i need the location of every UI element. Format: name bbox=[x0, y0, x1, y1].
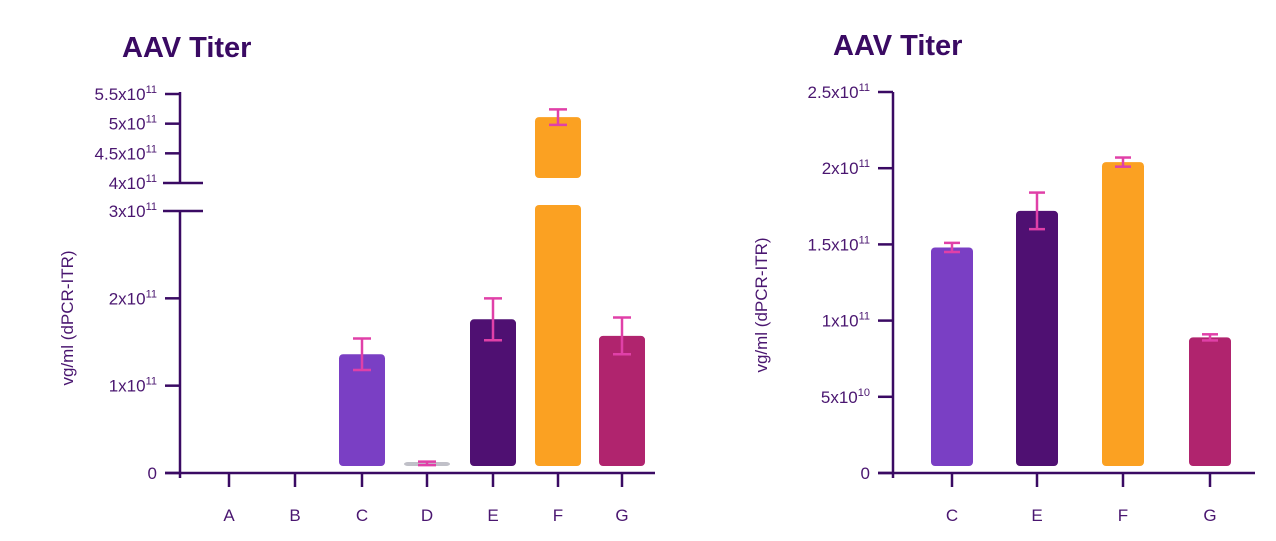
left-x-label-G: G bbox=[615, 506, 628, 525]
left-x-label-E: E bbox=[487, 506, 498, 525]
left-y-tick-label-1-base: 1x10 bbox=[109, 377, 146, 396]
right-y-tick-label-4-exponent: 11 bbox=[859, 158, 870, 170]
left-y-tick-label-6-exponent: 11 bbox=[146, 114, 157, 126]
left-y-tick-label-5: 4.5x1011 bbox=[95, 143, 157, 163]
left-error-bar-G bbox=[613, 316, 631, 356]
right-y-tick-label-3: 1.5x1011 bbox=[808, 234, 870, 254]
left-y-tick-label-6: 5x1011 bbox=[109, 114, 157, 134]
left-y-tick-label-7-exponent: 11 bbox=[146, 84, 157, 96]
right-y-tick-label-5-base: 2.5x10 bbox=[808, 83, 859, 102]
left-error-bar-D bbox=[418, 460, 436, 467]
right-error-bar-F bbox=[1115, 156, 1131, 168]
right-x-label-G: G bbox=[1203, 506, 1216, 525]
right-y-tick-label-1-exponent: 10 bbox=[858, 387, 870, 399]
left-y-tick-label-6-base: 5x10 bbox=[109, 115, 146, 134]
right-y-tick-label-1-base: 5x10 bbox=[821, 388, 858, 407]
left-x-label-D: D bbox=[421, 506, 433, 525]
left-bar-C bbox=[339, 354, 385, 466]
right-y-tick-label-2: 1x1011 bbox=[822, 311, 870, 331]
left-y-tick-label-3: 3x1011 bbox=[109, 201, 157, 221]
left-y-axis-label: vg/ml (dPCR-ITR) bbox=[58, 250, 77, 385]
left-y-tick-label-1: 1x1011 bbox=[109, 376, 157, 396]
right-y-tick-label-4-base: 2x10 bbox=[822, 159, 859, 178]
right-bar-G bbox=[1189, 337, 1231, 466]
left-y-tick-label-0: 0 bbox=[148, 464, 157, 483]
right-bar-E bbox=[1016, 210, 1058, 466]
right-chart: AAV Titer vg/ml (dPCR-ITR) 05x10101x1011… bbox=[752, 30, 1255, 525]
right-y-tick-label-5-exponent: 11 bbox=[859, 82, 870, 94]
left-y-tick-label-2-exponent: 11 bbox=[146, 288, 157, 300]
left-y-tick-label-3-exponent: 11 bbox=[146, 201, 157, 213]
left-y-tick-label-1-exponent: 11 bbox=[146, 376, 157, 388]
right-y-tick-label-1: 5x1010 bbox=[821, 387, 870, 407]
left-bar-E bbox=[470, 319, 516, 466]
left-error-bar-C bbox=[353, 337, 371, 372]
left-y-tick-label-7-base: 5.5x10 bbox=[95, 85, 146, 104]
right-error-bar-G bbox=[1202, 333, 1218, 342]
right-y-tick-label-0: 0 bbox=[861, 464, 870, 483]
left-y-tick-label-7: 5.5x1011 bbox=[95, 84, 157, 104]
left-y-tick-label-5-base: 4.5x10 bbox=[95, 144, 146, 163]
right-y-tick-label-2-base: 1x10 bbox=[822, 312, 859, 331]
right-y-tick-label-3-exponent: 11 bbox=[859, 234, 870, 246]
left-error-bar-F bbox=[549, 108, 567, 127]
left-x-label-C: C bbox=[356, 506, 368, 525]
left-x-label-B: B bbox=[289, 506, 300, 525]
right-chart-title: AAV Titer bbox=[833, 30, 962, 62]
right-error-bar-C bbox=[944, 241, 960, 254]
right-y-tick-label-5: 2.5x1011 bbox=[808, 82, 870, 102]
right-x-label-E: E bbox=[1031, 506, 1042, 525]
right-y-tick-label-2-exponent: 11 bbox=[859, 311, 870, 323]
right-x-label-F: F bbox=[1118, 506, 1128, 525]
right-y-axis-label: vg/ml (dPCR-ITR) bbox=[752, 237, 771, 372]
right-bar-F bbox=[1102, 162, 1144, 466]
left-error-bar-E bbox=[484, 297, 502, 342]
left-bar-F-lower-segment bbox=[535, 205, 581, 466]
right-error-bar-E bbox=[1029, 191, 1045, 231]
right-y-tick-label-3-base: 1.5x10 bbox=[808, 235, 859, 254]
left-y-tick-label-3-base: 3x10 bbox=[109, 202, 146, 221]
right-x-label-C: C bbox=[946, 506, 958, 525]
left-chart-title: AAV Titer bbox=[122, 32, 251, 64]
left-y-tick-label-4: 4x1011 bbox=[109, 173, 157, 193]
left-bar-G bbox=[599, 335, 645, 466]
left-y-tick-label-4-exponent: 11 bbox=[146, 173, 157, 185]
left-x-label-A: A bbox=[223, 506, 235, 525]
right-bar-C bbox=[931, 247, 973, 466]
left-y-tick-label-2: 2x1011 bbox=[109, 288, 157, 308]
left-bar-F-upper-segment bbox=[535, 117, 581, 178]
left-chart: AAV Titer vg/ml (dPCR-ITR) 01x10112x1011… bbox=[58, 32, 655, 525]
left-y-tick-label-5-exponent: 11 bbox=[146, 143, 157, 155]
left-x-label-F: F bbox=[553, 506, 563, 525]
left-y-tick-label-2-base: 2x10 bbox=[109, 289, 146, 308]
left-y-tick-label-4-base: 4x10 bbox=[109, 174, 146, 193]
right-y-tick-label-4: 2x1011 bbox=[822, 158, 870, 178]
